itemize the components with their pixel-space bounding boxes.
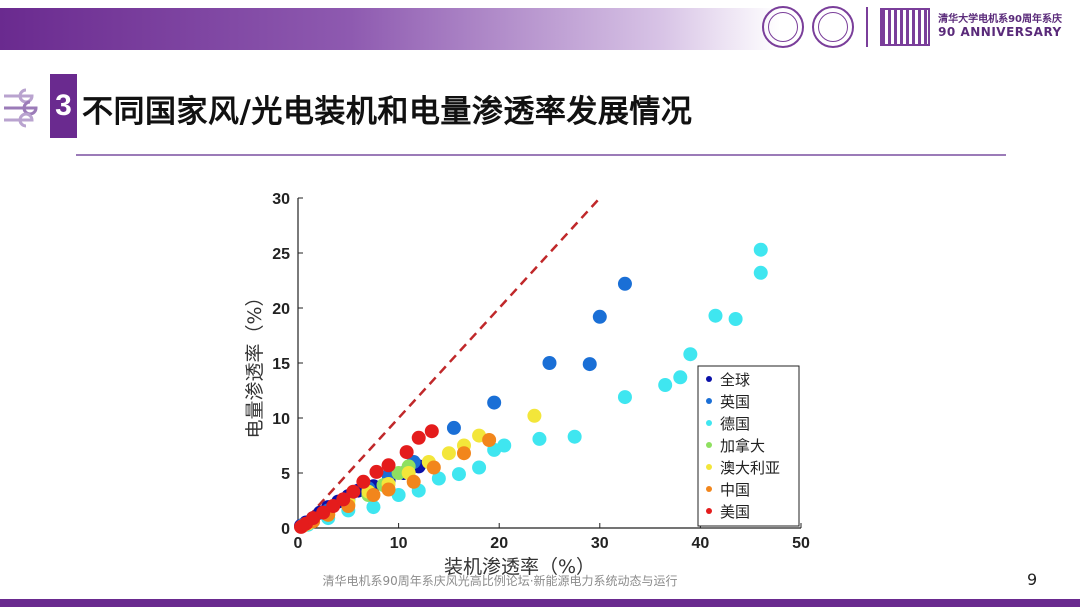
- data-point: [542, 356, 557, 370]
- legend-marker: [706, 464, 712, 470]
- legend-marker: [706, 376, 712, 382]
- anniversary-logo: 清华大学电机系90周年系庆 90 ANNIVERSARY: [938, 15, 1062, 38]
- data-point: [411, 430, 426, 445]
- data-point: [326, 499, 341, 513]
- data-point: [346, 484, 361, 499]
- data-point: [356, 474, 371, 489]
- data-point: [366, 488, 381, 502]
- data-point: [456, 446, 471, 461]
- y-tick-label: 0: [281, 521, 290, 538]
- department-seal-icon: [812, 6, 855, 48]
- swirl-decoration-icon: [4, 88, 38, 128]
- data-point: [617, 390, 632, 405]
- legend-box: [697, 365, 800, 527]
- legend-entry: 加拿大: [720, 437, 765, 455]
- data-point: [399, 445, 414, 460]
- data-point: [753, 265, 768, 280]
- legend-marker: [706, 442, 712, 448]
- x-tick-label: 40: [692, 535, 710, 552]
- page-title: 不同国家风/光电装机和电量渗透率发展情况: [82, 94, 693, 130]
- x-axis-label: 装机渗透率（%）: [444, 556, 595, 578]
- y-tick-label: 15: [272, 356, 290, 373]
- data-point: [532, 431, 547, 446]
- data-point: [753, 242, 768, 257]
- penetration-scatter-chart: 0 10 20 30 40 50 0 5 10 15 20 25 30 装机渗透率（%） 电量渗透率（%） 全…: [244, 191, 810, 578]
- legend-marker: [706, 486, 712, 492]
- anniversary-line2: 90 ANNIVERSARY: [938, 24, 1062, 39]
- y-tick-label: 25: [272, 246, 290, 263]
- data-point: [366, 500, 381, 515]
- data-point: [451, 467, 466, 482]
- header-bar: [0, 8, 780, 50]
- data-point: [391, 466, 406, 480]
- data-point: [424, 424, 439, 439]
- y-tick-label: 5: [281, 466, 290, 483]
- data-point: [708, 308, 723, 323]
- data-point: [497, 438, 512, 453]
- data-point: [426, 460, 441, 475]
- legend-marker: [706, 420, 712, 426]
- building-logo-icon: [880, 8, 931, 46]
- university-seal-icon: [762, 6, 805, 48]
- x-tick-label: 0: [294, 535, 303, 552]
- data-point: [487, 395, 502, 410]
- data-point: [369, 464, 384, 479]
- x-tick-label: 20: [490, 535, 508, 552]
- data-point: [472, 460, 487, 475]
- footer-bar: [0, 599, 1080, 607]
- data-point: [381, 458, 396, 473]
- logo-divider: [866, 7, 869, 47]
- title-underline: [76, 154, 1006, 156]
- data-point: [441, 446, 456, 461]
- legend-marker: [706, 508, 712, 514]
- data-point: [316, 505, 331, 520]
- x-tick-label: 50: [792, 535, 810, 552]
- data-point: [446, 420, 461, 435]
- footer-text: 清华电机系90周年系庆风光高比例论坛·新能源电力系统动态与运行: [322, 574, 678, 588]
- x-tick-label: 30: [591, 535, 609, 552]
- data-point: [482, 433, 497, 447]
- data-point: [582, 357, 597, 372]
- data-point: [673, 370, 688, 385]
- logo-group: 清华大学电机系90周年系庆 90 ANNIVERSARY: [762, 6, 1062, 48]
- data-point: [567, 429, 582, 444]
- data-point: [527, 408, 542, 423]
- data-point: [592, 309, 607, 324]
- legend-marker: [706, 398, 712, 404]
- data-point: [617, 276, 632, 291]
- y-tick-label: 10: [272, 411, 290, 428]
- legend-entry: 全球: [720, 371, 750, 389]
- page-number: 9: [1027, 570, 1038, 589]
- legend-entry: 澳大利亚: [720, 459, 780, 477]
- data-point: [381, 482, 396, 497]
- legend-entry: 英国: [720, 393, 750, 411]
- data-point: [431, 471, 446, 486]
- legend-entry: 美国: [720, 503, 750, 521]
- legend-entry: 中国: [720, 481, 750, 499]
- anniversary-line1: 清华大学电机系90周年系庆: [938, 14, 1062, 26]
- data-point: [728, 312, 743, 326]
- data-point: [658, 378, 673, 392]
- y-tick-label: 20: [272, 301, 290, 318]
- x-tick-label: 10: [390, 535, 408, 552]
- y-axis-label: 电量渗透率（%）: [244, 287, 266, 438]
- y-tick-label: 30: [272, 191, 290, 208]
- legend-entry: 德国: [720, 415, 750, 433]
- section-number-badge: 3: [50, 74, 77, 138]
- data-point: [336, 492, 351, 507]
- data-point: [406, 474, 421, 489]
- data-point: [683, 347, 698, 362]
